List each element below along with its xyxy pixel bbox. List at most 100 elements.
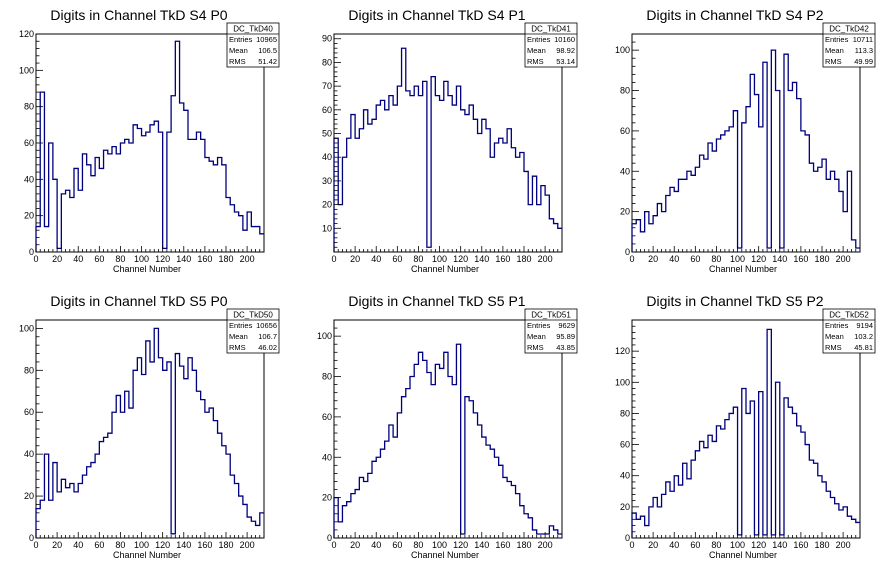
x-tick-label: 0: [33, 540, 38, 550]
chart-panel-s4-p1: Digits in Channel TkD S4 P1 0 20 40 60 80 100 1…: [298, 0, 596, 286]
stats-value: 43.85: [556, 343, 575, 352]
x-tick-label: 60: [94, 254, 104, 264]
x-tick-label: 20: [648, 540, 658, 550]
x-tick-label: 20: [350, 540, 360, 550]
x-tick-label: 120: [751, 540, 766, 550]
y-tick-label: 80: [322, 57, 332, 67]
x-axis-label: Channel Number: [411, 264, 479, 274]
stats-label: RMS: [229, 343, 246, 352]
y-tick-label: 40: [620, 471, 630, 481]
y-tick-label: 80: [24, 365, 34, 375]
y-tick-label: 60: [322, 412, 332, 422]
x-tick-label: 160: [495, 254, 510, 264]
histogram-series: [35, 40, 264, 252]
y-tick-label: 120: [615, 346, 630, 356]
x-axis-label: Channel Number: [411, 550, 479, 560]
y-tick-label: 60: [322, 105, 332, 115]
x-tick-label: 200: [538, 540, 553, 550]
chart-title: Digits in Channel TkD S5 P2: [646, 293, 823, 309]
x-tick-label: 200: [240, 540, 255, 550]
y-tick-label: 100: [615, 377, 630, 387]
stats-box-frame: [822, 308, 876, 354]
chart-title: Digits in Channel TkD S4 P0: [50, 7, 227, 23]
x-tick-label: 0: [629, 540, 634, 550]
y-tick-label: 0: [625, 533, 630, 543]
stats-box-frame: [226, 308, 280, 354]
x-tick-label: 20: [52, 254, 62, 264]
stats-value: 103.2: [854, 332, 873, 341]
stats-value: 98.92: [556, 46, 575, 55]
chart-svg-s4-p0: Digits in Channel TkD S4 P0 0 20 40 60 80 100 1…: [19, 7, 280, 274]
x-tick-label: 120: [155, 540, 170, 550]
stats-name: DC_TkD42: [829, 25, 869, 34]
stats-value: 45.81: [854, 343, 873, 352]
stats-name: DC_TkD51: [531, 311, 571, 320]
stats-value: 106.7: [258, 332, 277, 341]
x-tick-label: 0: [331, 254, 336, 264]
x-tick-label: 160: [793, 254, 808, 264]
stats-value: 10711: [853, 35, 873, 44]
x-tick-label: 80: [413, 540, 423, 550]
chart-svg-s4-p1: Digits in Channel TkD S4 P1 0 20 40 60 80 100 1…: [322, 7, 578, 274]
stats-value: 9194: [856, 321, 873, 330]
y-tick-label: 100: [317, 331, 332, 341]
stats-value: 10656: [256, 321, 277, 330]
x-tick-label: 60: [690, 540, 700, 550]
x-tick-label: 40: [73, 254, 83, 264]
chart-panel-s5-p0: Digits in Channel TkD S5 P0 0 20 40 60 80 100 1…: [0, 286, 298, 572]
stats-value: 113.3: [855, 46, 873, 55]
x-tick-label: 100: [134, 254, 149, 264]
x-tick-label: 80: [115, 540, 125, 550]
stats-label: Entries: [825, 321, 849, 330]
y-tick-label: 50: [322, 129, 332, 139]
y-tick-label: 40: [24, 449, 34, 459]
stats-label: Entries: [527, 35, 551, 44]
stats-name: DC_TkD40: [233, 25, 273, 34]
stats-label: RMS: [527, 343, 544, 352]
stats-value: 10160: [554, 35, 575, 44]
y-tick-label: 10: [322, 223, 332, 233]
stats-value: 9629: [558, 321, 575, 330]
y-tick-label: 20: [322, 493, 332, 503]
y-tick-label: 0: [29, 533, 34, 543]
y-tick-label: 20: [322, 200, 332, 210]
chart-panel-s5-p2: Digits in Channel TkD S5 P2 0 20 40 60 80 100 1…: [596, 286, 894, 572]
stats-name: DC_TkD50: [233, 311, 273, 320]
stats-label: Mean: [527, 332, 546, 341]
stats-value: 53.14: [556, 57, 575, 66]
stats-value: 106.5: [258, 46, 277, 55]
x-tick-label: 120: [453, 540, 468, 550]
x-tick-label: 180: [814, 254, 829, 264]
x-tick-label: 160: [495, 540, 510, 550]
x-tick-label: 80: [711, 540, 721, 550]
x-tick-label: 40: [371, 254, 381, 264]
stats-value: 10965: [256, 35, 277, 44]
stats-name: DC_TkD41: [531, 25, 571, 34]
x-tick-label: 140: [474, 254, 489, 264]
stats-value: 49.99: [854, 57, 873, 66]
x-tick-label: 0: [629, 254, 634, 264]
y-tick-label: 40: [322, 452, 332, 462]
x-tick-label: 180: [516, 540, 531, 550]
stats-label: Mean: [229, 332, 248, 341]
x-tick-label: 80: [413, 254, 423, 264]
stats-label: Mean: [527, 46, 546, 55]
x-axis-label: Channel Number: [113, 264, 181, 274]
x-tick-label: 100: [134, 540, 149, 550]
x-tick-label: 80: [115, 254, 125, 264]
x-axis-label: Channel Number: [113, 550, 181, 560]
stats-label: Mean: [825, 332, 844, 341]
histogram-series: [333, 343, 562, 538]
x-tick-label: 60: [94, 540, 104, 550]
histogram-series: [631, 328, 860, 538]
x-tick-label: 180: [218, 540, 233, 550]
histogram-series: [631, 49, 860, 252]
chart-svg-s5-p2: Digits in Channel TkD S5 P2 0 20 40 60 80 100 1…: [615, 293, 876, 560]
stats-label: RMS: [825, 343, 842, 352]
chart-svg-s5-p0: Digits in Channel TkD S5 P0 0 20 40 60 80 100 1…: [19, 293, 280, 560]
x-tick-label: 40: [73, 540, 83, 550]
x-tick-label: 200: [836, 254, 851, 264]
